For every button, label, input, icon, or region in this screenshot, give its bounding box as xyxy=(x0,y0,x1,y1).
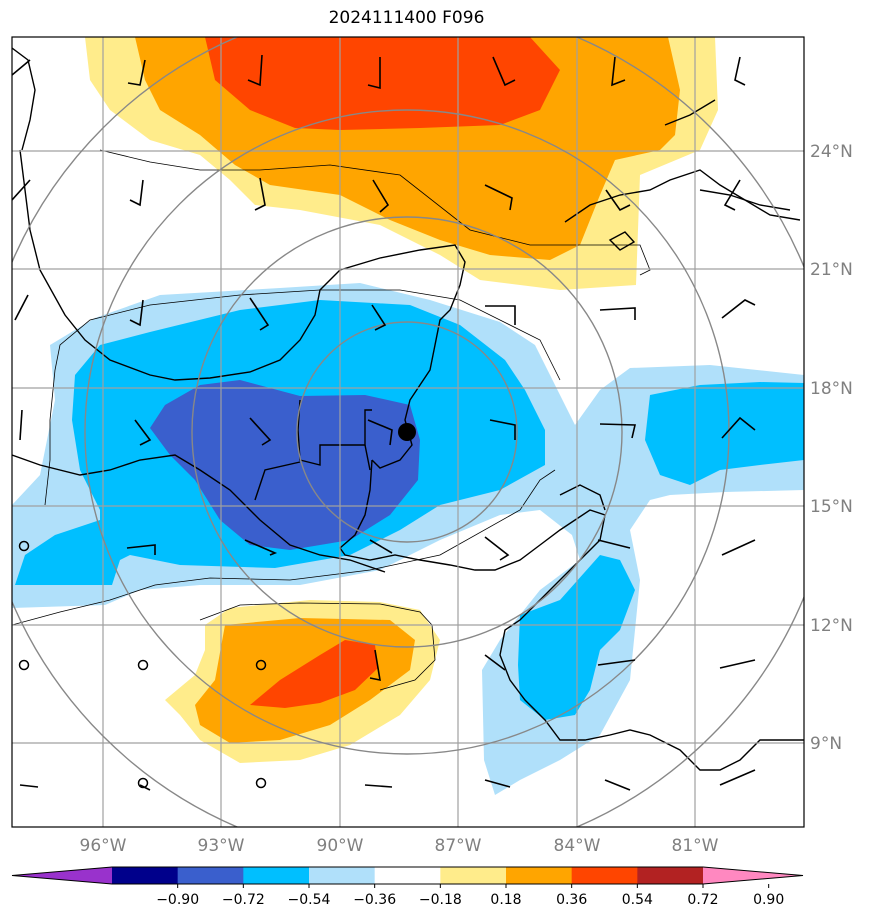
colorbar-tick-label: 0.18 xyxy=(490,892,521,908)
colorbar-segment xyxy=(637,867,704,884)
lon-label: 93°W xyxy=(198,836,245,856)
colorbar-tick-label: −0.90 xyxy=(156,892,199,908)
coastlines xyxy=(12,47,804,771)
colorbar-tick-label: −0.72 xyxy=(222,892,265,908)
colorbar-tick-label: 0.54 xyxy=(622,892,653,908)
map-title: 2024111400 F096 xyxy=(328,8,485,28)
lat-label: 18°N xyxy=(810,379,853,399)
lon-label: 90°W xyxy=(317,836,364,856)
colorbar-segment xyxy=(177,867,244,884)
colorbar-segment xyxy=(243,867,310,884)
lat-labels: 24°N 21°N 18°N 15°N 12°N 9°N xyxy=(810,142,853,754)
lat-label: 15°N xyxy=(810,497,853,517)
map-area xyxy=(12,37,804,827)
lat-label: 12°N xyxy=(810,616,853,636)
colorbar-extend-low xyxy=(12,867,112,884)
range-rings xyxy=(12,37,804,827)
colorbar-tick-label: −0.36 xyxy=(353,892,396,908)
anomaly-east-cyan xyxy=(645,382,804,485)
colorbar-outline xyxy=(11,866,804,885)
colorbar-tick-label: 0.36 xyxy=(556,892,587,908)
wind-barbs xyxy=(12,54,756,791)
lat-label: 21°N xyxy=(810,260,853,280)
colorbar-extend-high xyxy=(703,867,803,884)
lat-label: 9°N xyxy=(810,734,842,754)
colorbar-segment xyxy=(440,867,507,884)
colorbar-tick-label: 0.72 xyxy=(687,892,718,908)
lon-label: 96°W xyxy=(80,836,127,856)
lon-label: 84°W xyxy=(554,836,601,856)
colorbar-tick-label: −0.54 xyxy=(288,892,331,908)
lon-labels: 96°W 93°W 90°W 87°W 84°W 81°W xyxy=(80,836,719,856)
colorbar: −0.90 −0.72 −0.54 −0.36 −0.18 0.18 0.36 0.54 0.7… xyxy=(11,866,804,908)
colorbar-tick-label: −0.18 xyxy=(419,892,462,908)
colorbar-segment xyxy=(112,867,179,884)
anomaly-south-red xyxy=(250,640,378,708)
lon-label: 87°W xyxy=(435,836,482,856)
borders xyxy=(254,399,372,501)
calm-circles xyxy=(18,540,267,789)
anomaly-north-red xyxy=(205,37,560,130)
colorbar-segment xyxy=(571,867,638,884)
contours xyxy=(12,149,651,691)
storm-center-marker xyxy=(398,423,416,441)
gridlines xyxy=(12,37,804,827)
lon-label: 81°W xyxy=(672,836,719,856)
map-frame xyxy=(11,36,805,828)
lat-label: 24°N xyxy=(810,142,853,162)
colorbar-segment xyxy=(506,867,573,884)
colorbar-tick-label: 0.90 xyxy=(753,892,784,908)
colorbar-segment xyxy=(374,867,441,884)
colorbar-segment xyxy=(309,867,376,884)
